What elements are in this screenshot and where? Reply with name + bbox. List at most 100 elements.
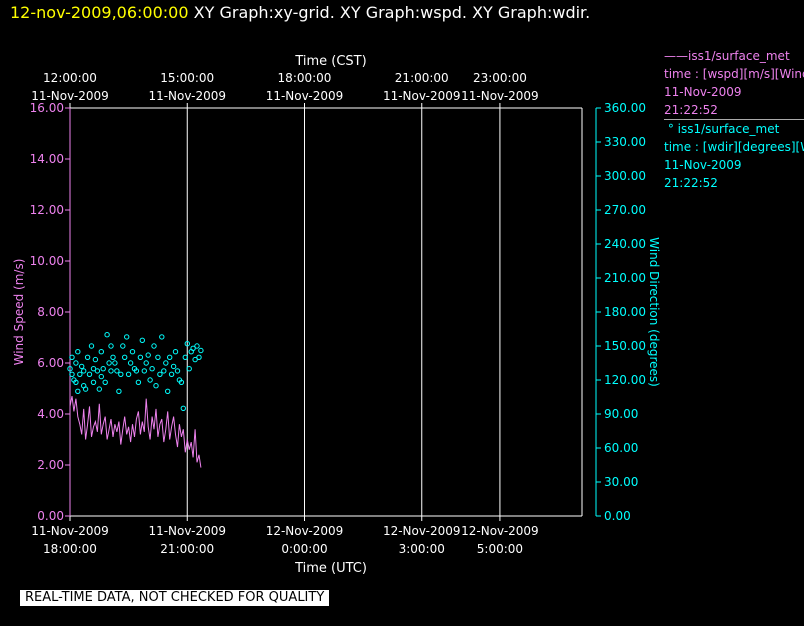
legend-wspd-date: 11-Nov-2009: [664, 85, 742, 99]
right-tick-label: 210.00: [604, 271, 646, 285]
wspd-series-line: [69, 396, 202, 468]
wdir-point: [186, 366, 192, 372]
wdir-point: [118, 371, 124, 377]
wdir-point: [104, 332, 110, 338]
wdir-point: [127, 360, 134, 366]
wdir-point: [86, 371, 93, 377]
wdir-point: [108, 343, 114, 349]
series-layer: [67, 332, 204, 468]
wdir-point: [69, 371, 75, 377]
wdir-point: [147, 377, 153, 383]
wdir-point: [149, 366, 155, 372]
legend-wdir-field: time : [wdir][degrees][Wind Direction]: [664, 140, 804, 154]
legend: ——iss1/surface_met time : [wspd][m/s][Wi…: [664, 47, 804, 192]
wdir-point: [192, 356, 198, 363]
quality-notice: REAL-TIME DATA, NOT CHECKED FOR QUALITY: [20, 590, 330, 606]
wdir-point: [178, 379, 185, 385]
left-tick-label: 4.00: [37, 407, 64, 421]
wdir-point: [161, 368, 167, 374]
wdir-point: [73, 379, 79, 385]
wdir-point: [145, 352, 151, 358]
graph-title: 12-nov-2009,06:00:00 XY Graph:xy-grid. X…: [10, 3, 590, 22]
wdir-point: [73, 360, 79, 366]
title-timestamp: 12-nov-2009,06:00:00: [10, 3, 189, 22]
wdir-point: [198, 347, 204, 354]
bottom-tick-date: 11-Nov-2009: [148, 524, 226, 538]
wdir-point: [96, 386, 103, 392]
wdir-point: [137, 354, 144, 360]
legend-wspd-name: iss1/surface_met: [688, 49, 790, 63]
legend-wdir-swatch: °: [664, 122, 678, 136]
wdir-point: [153, 383, 159, 389]
wdir-point: [75, 388, 81, 394]
wdir-point: [108, 368, 114, 374]
wdir-point: [129, 349, 136, 355]
left-tick-label: 2.00: [37, 458, 64, 472]
wdir-point: [67, 366, 73, 372]
wdir-point: [125, 371, 132, 377]
wdir-point: [184, 341, 191, 347]
bottom-tick-date: 12-Nov-2009: [383, 524, 461, 538]
top-tick-date: 11-Nov-2009: [31, 89, 109, 103]
wdir-point: [102, 379, 108, 385]
wdir-point: [163, 360, 169, 366]
title-graph-list: XY Graph:xy-grid. XY Graph:wspd. XY Grap…: [193, 3, 591, 22]
right-tick-label: 150.00: [604, 339, 646, 353]
wdir-point: [110, 354, 116, 360]
top-tick-time: 12:00:00: [43, 71, 97, 85]
top-tick-time: 18:00:00: [278, 71, 332, 85]
ticks-layer: 11-Nov-2009 18:00:00 11-Nov-2009 21:00:00 12…: [30, 71, 646, 556]
wdir-point: [143, 360, 149, 366]
right-tick-label: 0.00: [604, 509, 631, 523]
bottom-tick-date: 11-Nov-2009: [31, 524, 109, 538]
right-tick-label: 360.00: [604, 101, 646, 115]
wdir-point: [88, 343, 95, 349]
wdir-point: [112, 360, 118, 366]
right-tick-label: 60.00: [604, 441, 638, 455]
left-tick-label: 10.00: [30, 254, 64, 268]
wdir-point: [98, 349, 105, 355]
top-axis-label: Time (CST): [294, 54, 366, 69]
right-tick-label: 330.00: [604, 135, 646, 149]
wdir-point: [133, 368, 140, 374]
wdir-point: [174, 368, 181, 374]
wdir-point: [159, 334, 165, 340]
top-tick-date: 11-Nov-2009: [148, 89, 226, 103]
wdir-point: [98, 373, 105, 380]
right-tick-label: 270.00: [604, 203, 646, 217]
wdir-point: [168, 371, 175, 377]
legend-wspd-field: time : [wspd][m/s][Wind Speed]: [664, 67, 804, 81]
wdir-point: [79, 363, 85, 370]
wdir-point: [100, 366, 106, 372]
wdir-point: [167, 354, 173, 360]
wdir-point: [82, 386, 89, 392]
bottom-tick-time: 3:00:00: [399, 542, 445, 556]
top-tick-date: 11-Nov-2009: [461, 89, 539, 103]
left-tick-label: 12.00: [30, 203, 64, 217]
right-tick-label: 120.00: [604, 373, 646, 387]
top-tick-date: 11-Nov-2009: [266, 89, 344, 103]
wdir-point: [84, 354, 91, 360]
wdir-point: [151, 343, 157, 349]
bottom-tick-time: 21:00:00: [160, 542, 214, 556]
left-axis-label: Wind Speed (m/s): [12, 259, 26, 366]
right-tick-label: 300.00: [604, 169, 646, 183]
left-tick-label: 0.00: [37, 509, 64, 523]
wdir-point: [157, 371, 163, 377]
wdir-point: [122, 354, 128, 360]
wdir-point: [81, 368, 87, 374]
wdir-point: [170, 363, 177, 370]
wdir-point: [135, 379, 142, 385]
bottom-tick-date: 12-Nov-2009: [266, 524, 344, 538]
wdir-point: [165, 388, 171, 394]
legend-wspd-swatch: ——: [664, 49, 688, 63]
wdir-point: [124, 334, 130, 340]
wdir-point: [75, 349, 81, 355]
wdir-point: [77, 371, 83, 377]
wdir-point: [69, 354, 75, 360]
top-tick-time: 15:00:00: [160, 71, 214, 85]
left-tick-label: 16.00: [30, 101, 64, 115]
grid-layer: [186, 108, 501, 516]
bottom-axis-label: Time (UTC): [294, 561, 367, 576]
